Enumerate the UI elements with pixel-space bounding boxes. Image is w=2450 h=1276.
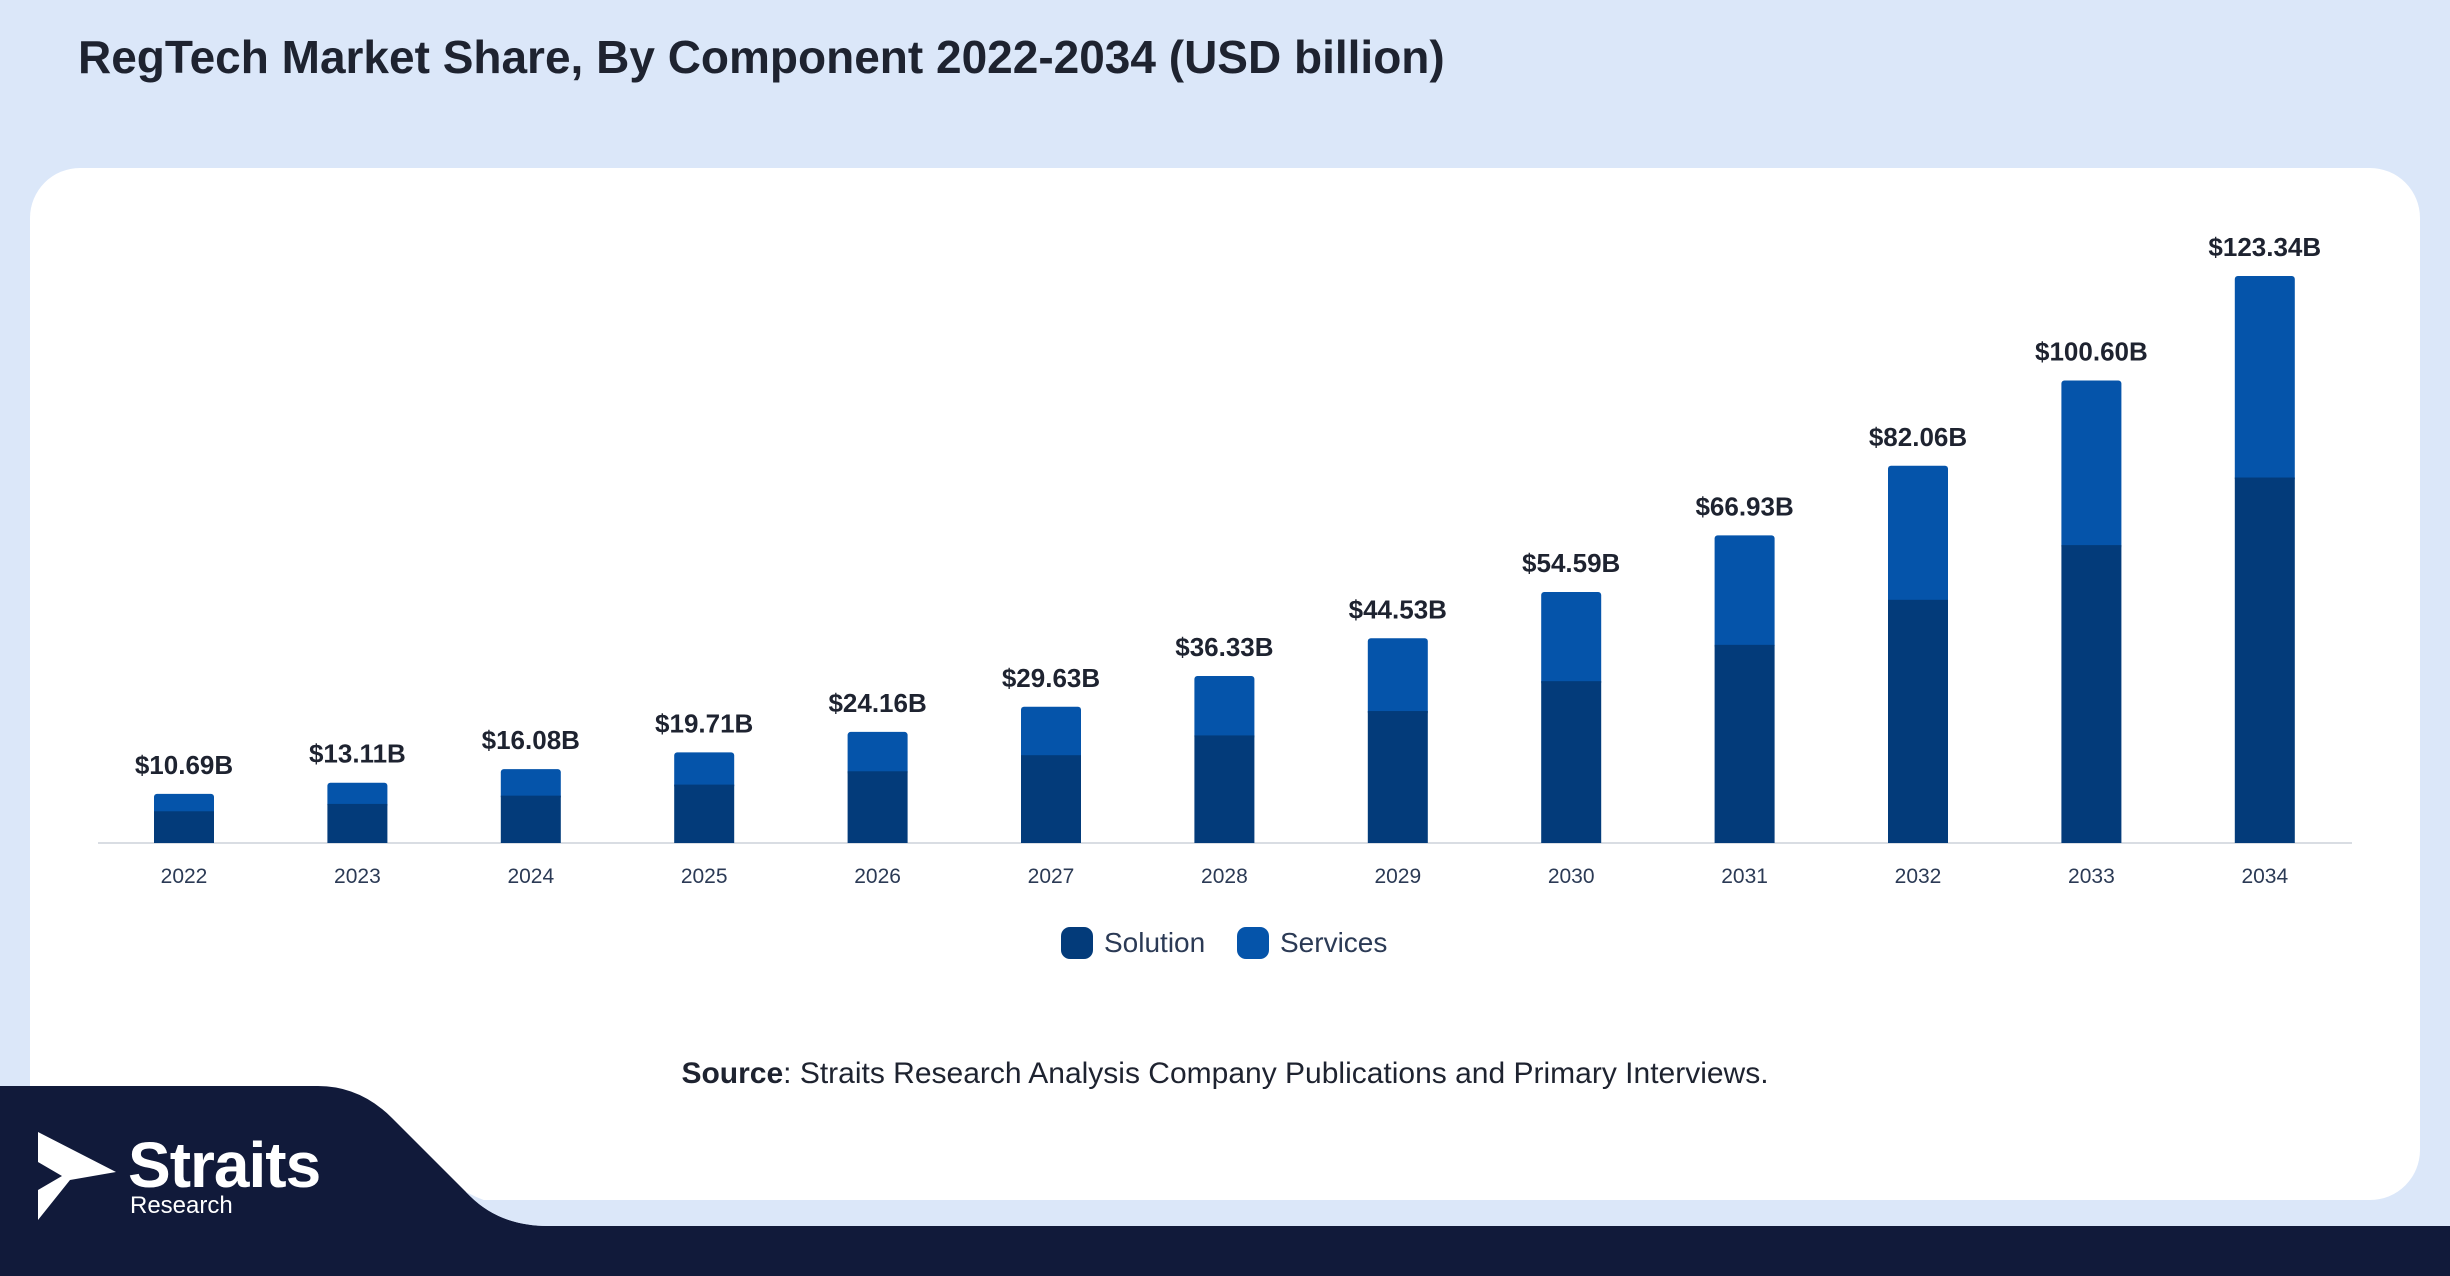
bar-services-2027: [1021, 706, 1081, 760]
bar-solution-2026: [847, 771, 908, 843]
logo-subtitle: Research: [130, 1192, 233, 1219]
bar-solution-2027: [1021, 755, 1081, 843]
straits-logo-icon: [38, 1132, 116, 1220]
x-tick-label-2030: 2030: [1548, 865, 1595, 888]
x-tick-label-2022: 2022: [161, 865, 208, 888]
data-label-2033: $100.60B: [2035, 337, 2148, 367]
data-label-2032: $82.06B: [1869, 422, 1967, 452]
source-text: : Straits Research Analysis Company Publ…: [783, 1057, 1769, 1090]
bar-solution-2031: [1714, 644, 1775, 843]
source-label: Source: [681, 1057, 784, 1090]
chart-legend: Solution Services: [1061, 927, 1387, 959]
bar-services-2033: [2061, 380, 2122, 550]
data-label-2024: $16.08B: [482, 725, 580, 755]
data-label-2023: $13.11B: [309, 739, 406, 769]
source-note: Source: Straits Research Analysis Compan…: [0, 1057, 2450, 1091]
x-tick-label-2025: 2025: [681, 865, 728, 888]
logo-name: Straits: [128, 1129, 321, 1201]
bar-services-2024: [500, 769, 561, 800]
page-title: RegTech Market Share, By Component 2022-…: [78, 31, 1445, 83]
x-tick-label-2033: 2033: [2068, 865, 2115, 888]
bar-services-2028: [1194, 675, 1255, 740]
legend-label-services: Services: [1280, 927, 1387, 958]
data-label-2029: $44.53B: [1349, 594, 1447, 624]
bar-services-2031: [1714, 535, 1775, 649]
bar-solution-2025: [674, 784, 735, 843]
bar-services-2023: [327, 782, 388, 808]
bar-solution-2028: [1194, 735, 1255, 843]
data-label-2027: $29.63B: [1002, 663, 1100, 693]
data-label-2022: $10.69B: [135, 750, 233, 780]
bar-solution-2032: [1888, 599, 1948, 843]
x-tick-label-2023: 2023: [334, 865, 381, 888]
data-label-2028: $36.33B: [1175, 632, 1273, 662]
x-tick-label-2029: 2029: [1374, 865, 1421, 888]
bar-solution-2030: [1541, 681, 1602, 843]
bar-solution-2023: [327, 803, 388, 843]
bar-services-2029: [1367, 638, 1428, 716]
data-label-2030: $54.59B: [1522, 548, 1620, 578]
bar-solution-2033: [2061, 545, 2122, 843]
x-tick-label-2031: 2031: [1721, 865, 1768, 888]
bar-services-2030: [1541, 592, 1602, 686]
data-label-2025: $19.71B: [655, 708, 753, 738]
data-label-2034: $123.34B: [2208, 232, 2321, 262]
x-tick-label-2032: 2032: [1895, 865, 1942, 888]
bar-solution-2034: [2234, 477, 2295, 843]
bar-services-2022: [154, 793, 214, 816]
bar-services-2026: [847, 731, 908, 776]
x-tick-label-2027: 2027: [1028, 865, 1075, 888]
x-tick-label-2024: 2024: [507, 865, 554, 888]
data-label-2026: $24.16B: [828, 688, 926, 718]
legend-swatch-services: [1237, 927, 1269, 959]
x-tick-label-2028: 2028: [1201, 865, 1248, 888]
bar-solution-2029: [1367, 711, 1428, 843]
bar-services-2032: [1888, 465, 1948, 604]
legend-swatch-solution: [1061, 927, 1093, 959]
bar-solution-2022: [154, 811, 214, 843]
data-label-2031: $66.93B: [1695, 491, 1793, 521]
x-tick-label-2034: 2034: [2241, 865, 2288, 888]
bar-solution-2024: [500, 795, 561, 843]
bar-services-2025: [674, 752, 735, 789]
bar-services-2034: [2234, 276, 2295, 482]
x-tick-label-2026: 2026: [854, 865, 901, 888]
legend-label-solution: Solution: [1104, 927, 1205, 958]
